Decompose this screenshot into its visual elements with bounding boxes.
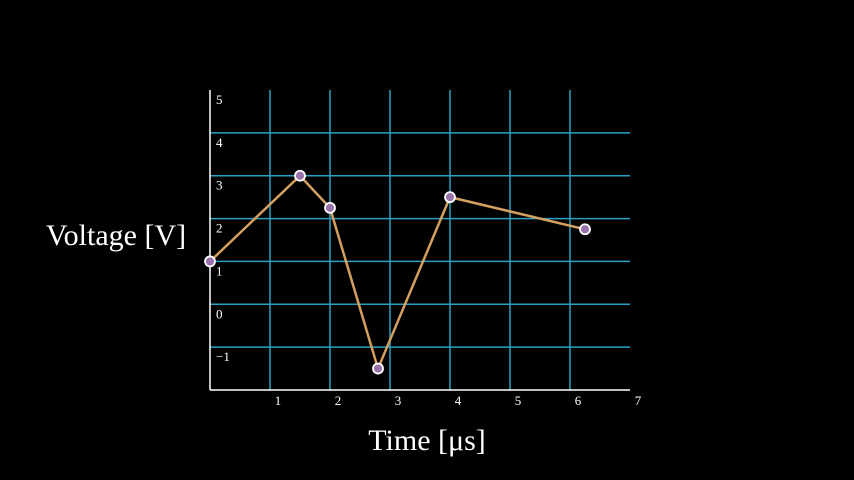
y-tick-label: 5: [216, 92, 223, 107]
x-tick-label: 4: [455, 393, 462, 408]
data-point: [444, 191, 456, 204]
x-tick-label: 7: [635, 393, 642, 408]
x-tick-label: 1: [275, 393, 282, 408]
y-tick-label: 1: [216, 263, 223, 278]
data-point: [372, 362, 384, 375]
y-tick-label: 4: [216, 135, 223, 150]
y-axis-title: Voltage [V]: [46, 219, 186, 252]
data-point: [294, 169, 306, 182]
x-tick-label: 5: [515, 393, 522, 408]
data-line: [209, 173, 586, 373]
x-tick-label: 6: [575, 393, 582, 408]
x-axis-title: Time [μs]: [368, 424, 486, 457]
y-tick-label: 2: [216, 221, 223, 236]
y-tick-label: 0: [216, 306, 223, 321]
x-tick-label: 3: [395, 393, 402, 408]
data-point: [204, 255, 216, 268]
grid: [210, 90, 630, 390]
data-point: [579, 223, 591, 236]
y-tick-label: −1: [216, 349, 230, 364]
data-point: [324, 201, 336, 214]
y-tick-label: 3: [216, 178, 223, 193]
x-tick-label: 2: [335, 393, 342, 408]
